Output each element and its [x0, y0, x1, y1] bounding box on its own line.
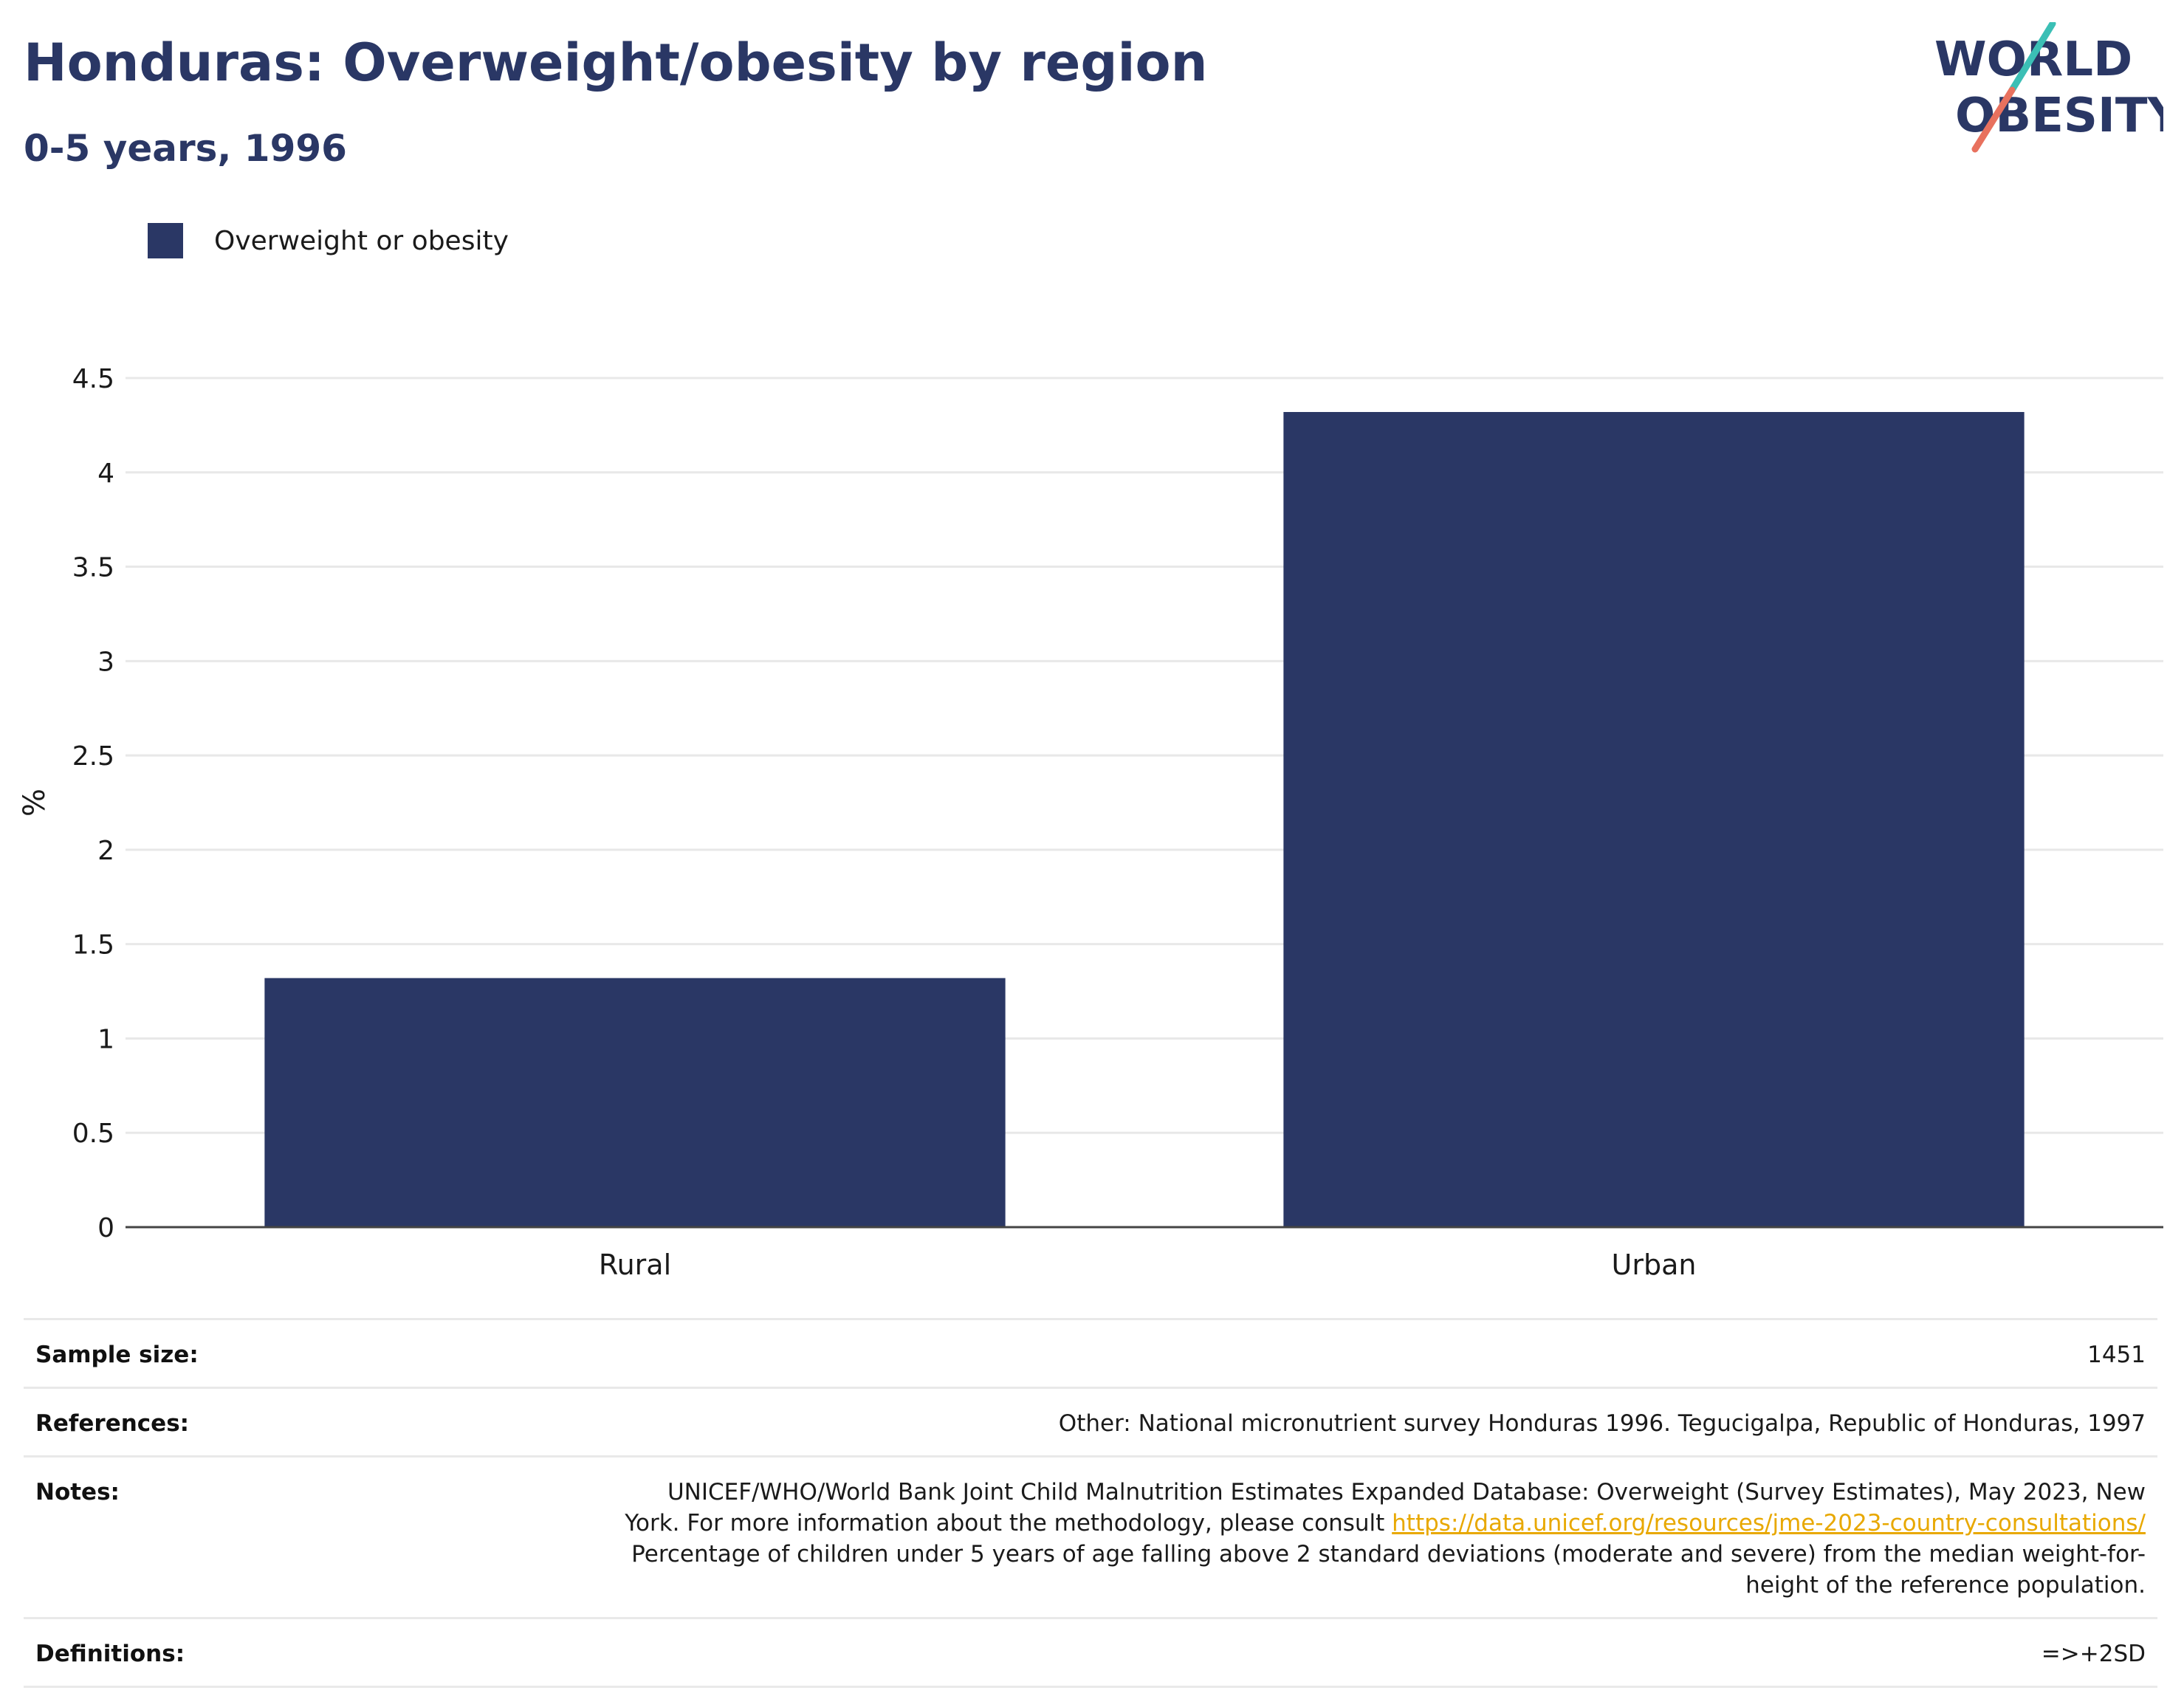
y-tick-label: 4.5	[72, 364, 114, 394]
y-axis-title: %	[18, 789, 52, 817]
legend-label: Overweight or obesity	[214, 225, 509, 256]
sample-size-value: 1451	[2087, 1342, 2146, 1368]
y-tick-label: 3.5	[72, 553, 114, 583]
y-tick-label: 2	[97, 836, 114, 866]
world-obesity-logo: WORLD OBESITY	[1934, 22, 2163, 153]
definitions-label: Definitions:	[35, 1641, 185, 1667]
y-axis-ticks: 0 0.5 1 1.5 2 2.5 3 3.5 4 4.5	[72, 364, 114, 1243]
notes-link[interactable]: https://data.unicef.org/resources/jme-20…	[1392, 1510, 2146, 1537]
logo-slash-bottom	[1971, 86, 2016, 153]
y-tick-label: 0	[97, 1213, 114, 1243]
y-tick-label: 1	[97, 1024, 114, 1054]
bar-chart: 0 0.5 1 1.5 2 2.5 3 3.5 4 4.5 Rural Urban %	[18, 364, 2163, 1281]
chart-subtitle: 0-5 years, 1996	[24, 127, 347, 170]
x-category-label: Urban	[1612, 1249, 1697, 1281]
definitions-value: =>+2SD	[2041, 1641, 2146, 1667]
logo-slash-top	[2008, 22, 2056, 94]
x-axis-categories: Rural Urban	[599, 1249, 1697, 1281]
references-value: Other: National micronutrient survey Hon…	[1058, 1410, 2146, 1437]
bar-rural	[264, 978, 1006, 1227]
notes-value: UNICEF/WHO/World Bank Joint Child Malnut…	[610, 1477, 2146, 1601]
y-tick-label: 4	[97, 459, 114, 489]
bar-urban	[1283, 412, 2025, 1227]
references-label: References:	[35, 1410, 190, 1437]
info-row-definitions: Definitions: =>+2SD	[24, 1619, 2157, 1688]
bars	[264, 412, 2025, 1227]
info-row-sample-size: Sample size: 1451	[24, 1320, 2157, 1389]
legend-swatch	[148, 223, 183, 258]
logo-word-obesity: OBESITY	[1955, 89, 2163, 143]
x-category-label: Rural	[599, 1249, 671, 1281]
y-tick-label: 3	[97, 647, 114, 677]
info-row-references: References: Other: National micronutrien…	[24, 1389, 2157, 1458]
sample-size-label: Sample size:	[35, 1342, 199, 1368]
info-row-notes: Notes: UNICEF/WHO/World Bank Joint Child…	[24, 1458, 2157, 1619]
chart-title: Honduras: Overweight/obesity by region	[24, 32, 1208, 93]
notes-label: Notes:	[35, 1479, 120, 1506]
info-table: Sample size: 1451 References: Other: Nat…	[24, 1318, 2157, 1688]
notes-text: UNICEF/WHO/World Bank Joint Child Malnut…	[625, 1479, 2146, 1537]
notes-text-continued: Percentage of children under 5 years of …	[631, 1541, 2146, 1599]
chart-legend: Overweight or obesity	[148, 223, 509, 258]
y-tick-label: 2.5	[72, 741, 114, 772]
y-tick-label: 0.5	[72, 1119, 114, 1149]
y-tick-label: 1.5	[72, 930, 114, 961]
